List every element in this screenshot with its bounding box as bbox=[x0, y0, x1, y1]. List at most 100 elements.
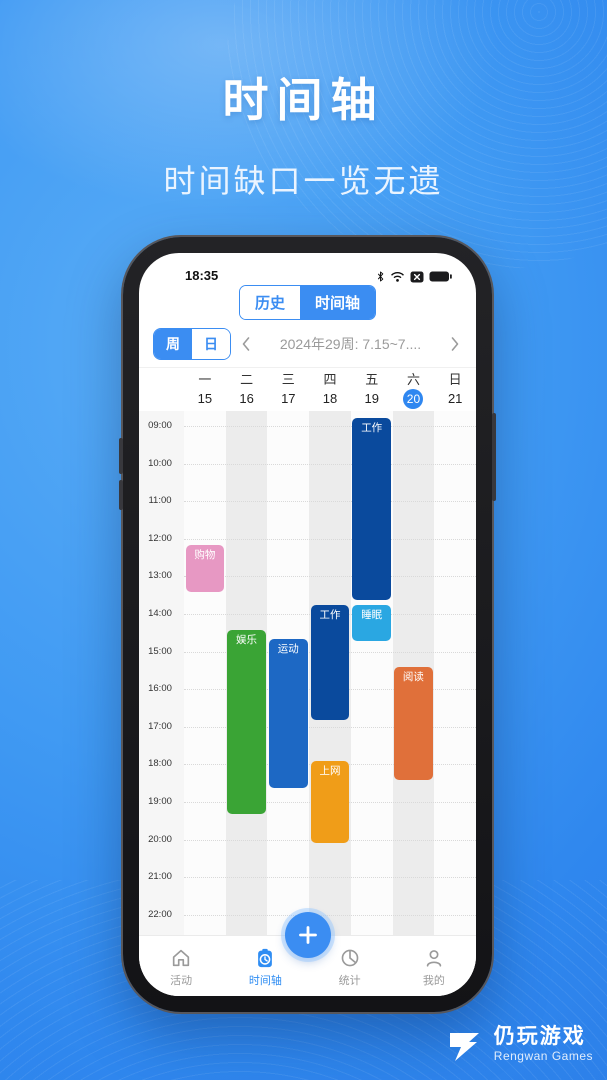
date-label: 16 bbox=[239, 391, 254, 406]
status-time: 18:35 bbox=[185, 268, 219, 283]
hour-label: 16:00 bbox=[148, 683, 172, 695]
weekday-label: 一 bbox=[198, 372, 212, 387]
hour-label: 18:00 bbox=[148, 758, 172, 770]
phone-mockup: 18:35 历史 时间轴 周日 2024年29周: 7.15~7.... bbox=[119, 237, 496, 1012]
day-header-cell[interactable]: 二 16 bbox=[226, 372, 268, 411]
hour-label: 19:00 bbox=[148, 796, 172, 807]
event-block[interactable]: 娱乐 bbox=[227, 629, 266, 815]
poster-title: 时间轴 bbox=[222, 74, 385, 126]
event-block[interactable]: 工作 bbox=[310, 604, 350, 721]
watermark: 仍玩游戏 Rengwan Games bbox=[446, 1024, 593, 1064]
weekday-label: 三 bbox=[281, 372, 295, 387]
hour-gridline bbox=[184, 726, 476, 728]
event-block[interactable]: 购物 bbox=[185, 545, 225, 593]
weekday-label: 日 bbox=[448, 372, 462, 387]
date-label: 21 bbox=[447, 391, 463, 406]
tab-timeline[interactable]: 时间轴 bbox=[223, 936, 307, 996]
weekday-label: 二 bbox=[240, 372, 254, 387]
day-header-cell[interactable]: 五 19 bbox=[351, 372, 393, 411]
home-icon bbox=[170, 947, 192, 969]
hour-gridline bbox=[184, 426, 476, 427]
hero-section: 时间轴 时间缺口一览无遗 bbox=[0, 0, 607, 202]
day-header-cell[interactable]: 日 21 bbox=[434, 372, 476, 411]
day-header-cell[interactable]: 一 15 bbox=[184, 372, 226, 411]
top-tabs-row: 历史 时间轴 bbox=[139, 283, 476, 321]
status-bar: 18:35 bbox=[139, 253, 476, 283]
hour-gridline bbox=[184, 501, 476, 503]
weekday-label: 六 bbox=[406, 372, 420, 387]
day-header-cell[interactable]: 六 20 bbox=[393, 372, 435, 411]
hour-label: 22:00 bbox=[148, 908, 172, 920]
hour-gridline bbox=[184, 463, 476, 465]
event-block[interactable]: 阅读 bbox=[394, 667, 433, 781]
day-column bbox=[184, 411, 226, 935]
phone-screen: 18:35 历史 时间轴 周日 2024年29周: 7.15~7.... bbox=[139, 253, 476, 996]
chevron-left-icon bbox=[242, 337, 250, 351]
hour-label: 13:00 bbox=[148, 570, 172, 582]
watermark-subtitle: Rengwan Games bbox=[493, 1049, 593, 1063]
next-week-button[interactable] bbox=[448, 336, 462, 352]
volume-up-button bbox=[119, 438, 123, 474]
hour-gridline bbox=[184, 576, 476, 578]
day-header: 一 15 二 16 三 17 四 18 五 19 六 20 日 21 bbox=[139, 367, 476, 411]
date-label: 18 bbox=[322, 391, 338, 406]
top-tabs: 历史 时间轴 bbox=[238, 284, 377, 320]
date-label: 17 bbox=[281, 391, 296, 406]
day-cells: 一 15 二 16 三 17 四 18 五 19 六 20 日 21 bbox=[184, 372, 476, 411]
event-block[interactable]: 运动 bbox=[268, 639, 308, 789]
date-label: 19 bbox=[364, 391, 379, 406]
hour-label: 14:00 bbox=[148, 608, 172, 619]
tab-stats[interactable]: 统计 bbox=[308, 936, 392, 996]
hour-gridline bbox=[184, 538, 476, 540]
timeline-grid: 09:00 10:00 11:00 12:00 13:00 14:00 15:00 16:00… bbox=[139, 411, 476, 935]
event-block[interactable]: 上网 bbox=[310, 761, 350, 843]
hour-label: 17:00 bbox=[148, 720, 172, 732]
hour-gridline bbox=[184, 914, 476, 916]
tab-label: 统计 bbox=[338, 974, 361, 987]
date-label: 15 bbox=[197, 391, 213, 406]
week-nav-row: 周日 2024年29周: 7.15~7.... bbox=[139, 321, 476, 367]
weekday-label: 四 bbox=[323, 372, 337, 387]
volume-down-button bbox=[119, 480, 123, 510]
hour-label: 09:00 bbox=[148, 420, 172, 431]
chevron-right-icon bbox=[451, 337, 459, 351]
weekday-label: 五 bbox=[365, 372, 379, 387]
tab-timeline-view[interactable]: 时间轴 bbox=[300, 285, 376, 319]
tab-history[interactable]: 历史 bbox=[239, 285, 300, 319]
event-block[interactable]: 工作 bbox=[352, 418, 392, 601]
rengwan-logo-icon bbox=[446, 1024, 486, 1064]
prev-week-button[interactable] bbox=[239, 336, 253, 352]
watermark-name: 仍玩游戏 bbox=[493, 1025, 586, 1048]
hour-gridline bbox=[184, 877, 476, 879]
wifi-icon bbox=[391, 271, 404, 282]
tab-label: 我的 bbox=[422, 974, 445, 987]
bottom-tab-bar: 活动 时间轴 统计 我的 bbox=[139, 912, 476, 996]
day-header-cell[interactable]: 三 17 bbox=[267, 372, 309, 411]
pie-chart-icon bbox=[339, 947, 361, 969]
battery-icon bbox=[429, 271, 452, 282]
toggle-day[interactable]: 日 bbox=[192, 329, 230, 359]
tab-activity[interactable]: 活动 bbox=[139, 936, 223, 996]
hour-label: 12:00 bbox=[148, 532, 172, 544]
hour-label: 15:00 bbox=[148, 645, 172, 657]
tab-label: 时间轴 bbox=[248, 974, 282, 987]
hour-label: 21:00 bbox=[148, 871, 172, 883]
selected-date: 20 bbox=[403, 389, 424, 409]
power-button bbox=[492, 413, 496, 501]
hour-label: 20:00 bbox=[148, 833, 172, 845]
timeline-icon bbox=[254, 947, 276, 969]
tab-profile[interactable]: 我的 bbox=[392, 936, 476, 996]
day-column bbox=[434, 411, 476, 935]
toggle-week[interactable]: 周 bbox=[154, 329, 192, 359]
add-event-button[interactable] bbox=[284, 912, 331, 958]
poster-subtitle: 时间缺口一览无遗 bbox=[163, 163, 444, 199]
hour-label: 10:00 bbox=[148, 457, 172, 469]
week-range-label: 2024年29周: 7.15~7.... bbox=[279, 336, 422, 352]
event-block[interactable]: 睡眠 bbox=[352, 605, 392, 642]
day-header-cell[interactable]: 四 18 bbox=[309, 372, 351, 411]
week-day-toggle: 周日 bbox=[153, 328, 231, 360]
silent-mode-icon bbox=[410, 271, 424, 282]
time-gutter-spacer bbox=[139, 372, 184, 411]
bluetooth-icon bbox=[377, 271, 384, 282]
